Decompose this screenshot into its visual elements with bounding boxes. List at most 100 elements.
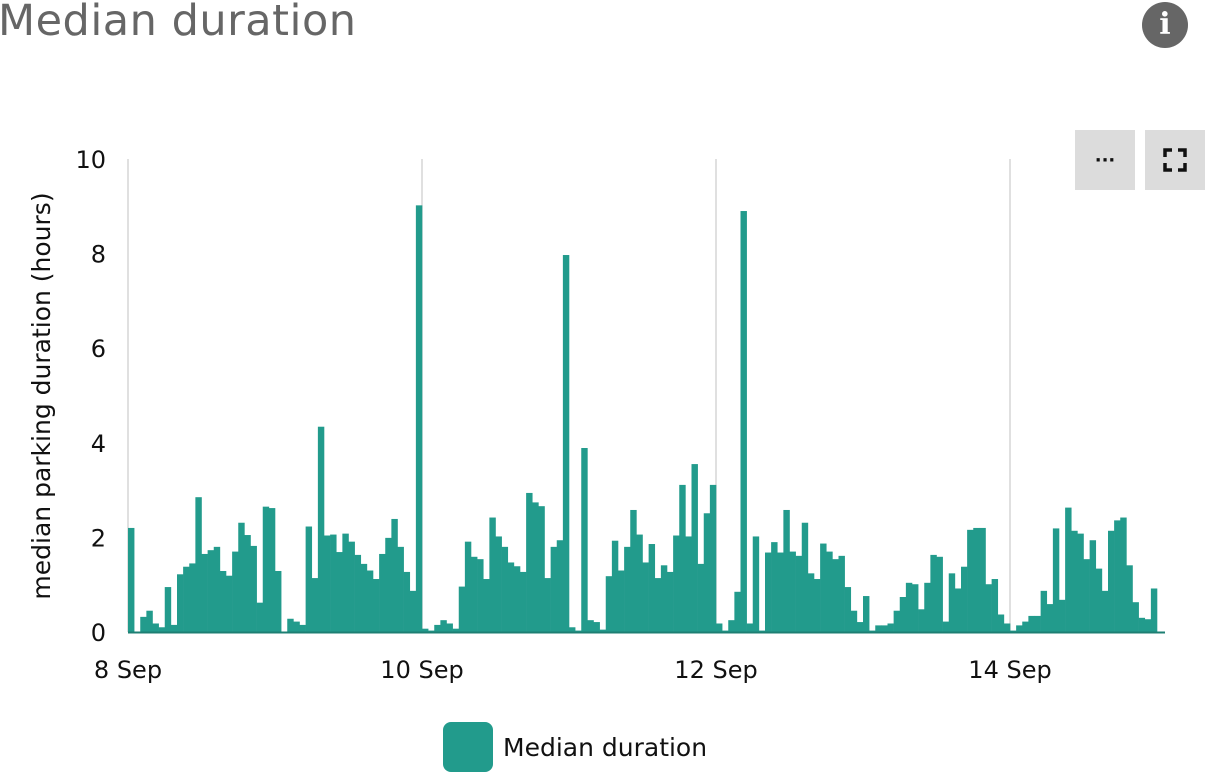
bar[interactable] bbox=[287, 618, 294, 632]
bar[interactable] bbox=[207, 550, 215, 632]
bar[interactable] bbox=[299, 624, 306, 632]
bar[interactable] bbox=[887, 623, 894, 632]
bar[interactable] bbox=[630, 509, 637, 632]
bar[interactable] bbox=[177, 574, 184, 632]
bar[interactable] bbox=[164, 587, 172, 632]
bar[interactable] bbox=[905, 582, 913, 632]
bar[interactable] bbox=[973, 527, 980, 632]
bar[interactable] bbox=[771, 542, 778, 632]
bar[interactable] bbox=[446, 623, 453, 632]
bar[interactable] bbox=[397, 546, 404, 632]
bar[interactable] bbox=[1150, 588, 1158, 632]
bar[interactable] bbox=[520, 571, 527, 632]
bar[interactable] bbox=[869, 630, 876, 632]
bar[interactable] bbox=[501, 546, 509, 632]
bar[interactable] bbox=[1071, 530, 1078, 632]
bar[interactable] bbox=[538, 506, 545, 632]
bar[interactable] bbox=[526, 492, 533, 632]
bar[interactable] bbox=[556, 540, 564, 632]
fullscreen-button[interactable] bbox=[1145, 130, 1205, 190]
bar[interactable] bbox=[709, 484, 717, 632]
bar[interactable] bbox=[1003, 623, 1011, 632]
bar[interactable] bbox=[1065, 507, 1072, 632]
bar[interactable] bbox=[679, 484, 686, 632]
more-options-button[interactable]: ··· bbox=[1075, 130, 1135, 190]
bar[interactable] bbox=[611, 540, 619, 632]
bar[interactable] bbox=[918, 609, 925, 632]
bar[interactable] bbox=[415, 205, 423, 632]
bar[interactable] bbox=[789, 551, 796, 632]
bar[interactable] bbox=[716, 623, 723, 632]
bar[interactable] bbox=[360, 563, 368, 632]
bar[interactable] bbox=[250, 545, 257, 632]
bar[interactable] bbox=[385, 537, 392, 632]
bar[interactable] bbox=[189, 563, 196, 632]
bar[interactable] bbox=[532, 502, 539, 632]
bar[interactable] bbox=[722, 630, 729, 632]
bar[interactable] bbox=[1034, 615, 1041, 632]
bar[interactable] bbox=[893, 610, 901, 632]
bar[interactable] bbox=[942, 621, 950, 632]
bar[interactable] bbox=[954, 588, 962, 632]
bar[interactable] bbox=[654, 578, 662, 632]
bar[interactable] bbox=[422, 628, 429, 632]
bar[interactable] bbox=[967, 529, 974, 632]
bar[interactable] bbox=[618, 570, 625, 632]
bar[interactable] bbox=[477, 559, 484, 632]
bar[interactable] bbox=[826, 551, 833, 632]
bar[interactable] bbox=[777, 552, 784, 632]
bar[interactable] bbox=[1083, 559, 1090, 632]
bar[interactable] bbox=[1046, 604, 1054, 632]
bar[interactable] bbox=[146, 610, 153, 632]
bar[interactable] bbox=[305, 526, 313, 632]
bar[interactable] bbox=[636, 534, 643, 632]
bar[interactable] bbox=[275, 570, 282, 632]
bar[interactable] bbox=[336, 552, 343, 632]
bar[interactable] bbox=[483, 579, 490, 632]
bar[interactable] bbox=[844, 587, 852, 632]
bar[interactable] bbox=[428, 630, 435, 632]
bar[interactable] bbox=[213, 546, 221, 632]
bar[interactable] bbox=[348, 541, 355, 632]
bar[interactable] bbox=[599, 629, 607, 632]
bar[interactable] bbox=[513, 566, 521, 632]
bar[interactable] bbox=[1095, 568, 1103, 632]
bar[interactable] bbox=[912, 584, 919, 632]
bar[interactable] bbox=[1040, 590, 1048, 632]
bar[interactable] bbox=[569, 627, 576, 632]
bar[interactable] bbox=[765, 552, 772, 632]
bar[interactable] bbox=[1108, 530, 1115, 632]
bar[interactable] bbox=[464, 541, 472, 632]
bar[interactable] bbox=[226, 575, 233, 632]
bar[interactable] bbox=[366, 570, 374, 632]
bar[interactable] bbox=[550, 546, 558, 632]
bar[interactable] bbox=[703, 513, 711, 632]
legend-item[interactable]: Median duration bbox=[443, 722, 707, 772]
bar[interactable] bbox=[838, 555, 845, 632]
bar[interactable] bbox=[507, 562, 515, 632]
bar[interactable] bbox=[195, 497, 202, 632]
bar[interactable] bbox=[746, 623, 754, 632]
bar[interactable] bbox=[850, 610, 858, 632]
bar[interactable] bbox=[140, 616, 147, 632]
bar[interactable] bbox=[832, 559, 839, 632]
bar[interactable] bbox=[244, 535, 251, 632]
bar[interactable] bbox=[1010, 630, 1017, 632]
bar[interactable] bbox=[985, 584, 992, 632]
bar[interactable] bbox=[409, 590, 417, 632]
bar[interactable] bbox=[734, 591, 741, 632]
bar[interactable] bbox=[728, 620, 735, 632]
bar[interactable] bbox=[495, 536, 502, 632]
bar[interactable] bbox=[1120, 517, 1127, 632]
info-icon[interactable]: i bbox=[1142, 2, 1188, 48]
bar[interactable] bbox=[440, 620, 447, 632]
bar[interactable] bbox=[899, 596, 907, 632]
bar[interactable] bbox=[1138, 617, 1146, 632]
bar[interactable] bbox=[317, 426, 325, 632]
bar[interactable] bbox=[1114, 520, 1121, 632]
bar[interactable] bbox=[807, 573, 815, 632]
bar[interactable] bbox=[924, 582, 931, 632]
bar[interactable] bbox=[311, 578, 319, 632]
bar[interactable] bbox=[324, 535, 331, 632]
bar[interactable] bbox=[458, 586, 466, 632]
